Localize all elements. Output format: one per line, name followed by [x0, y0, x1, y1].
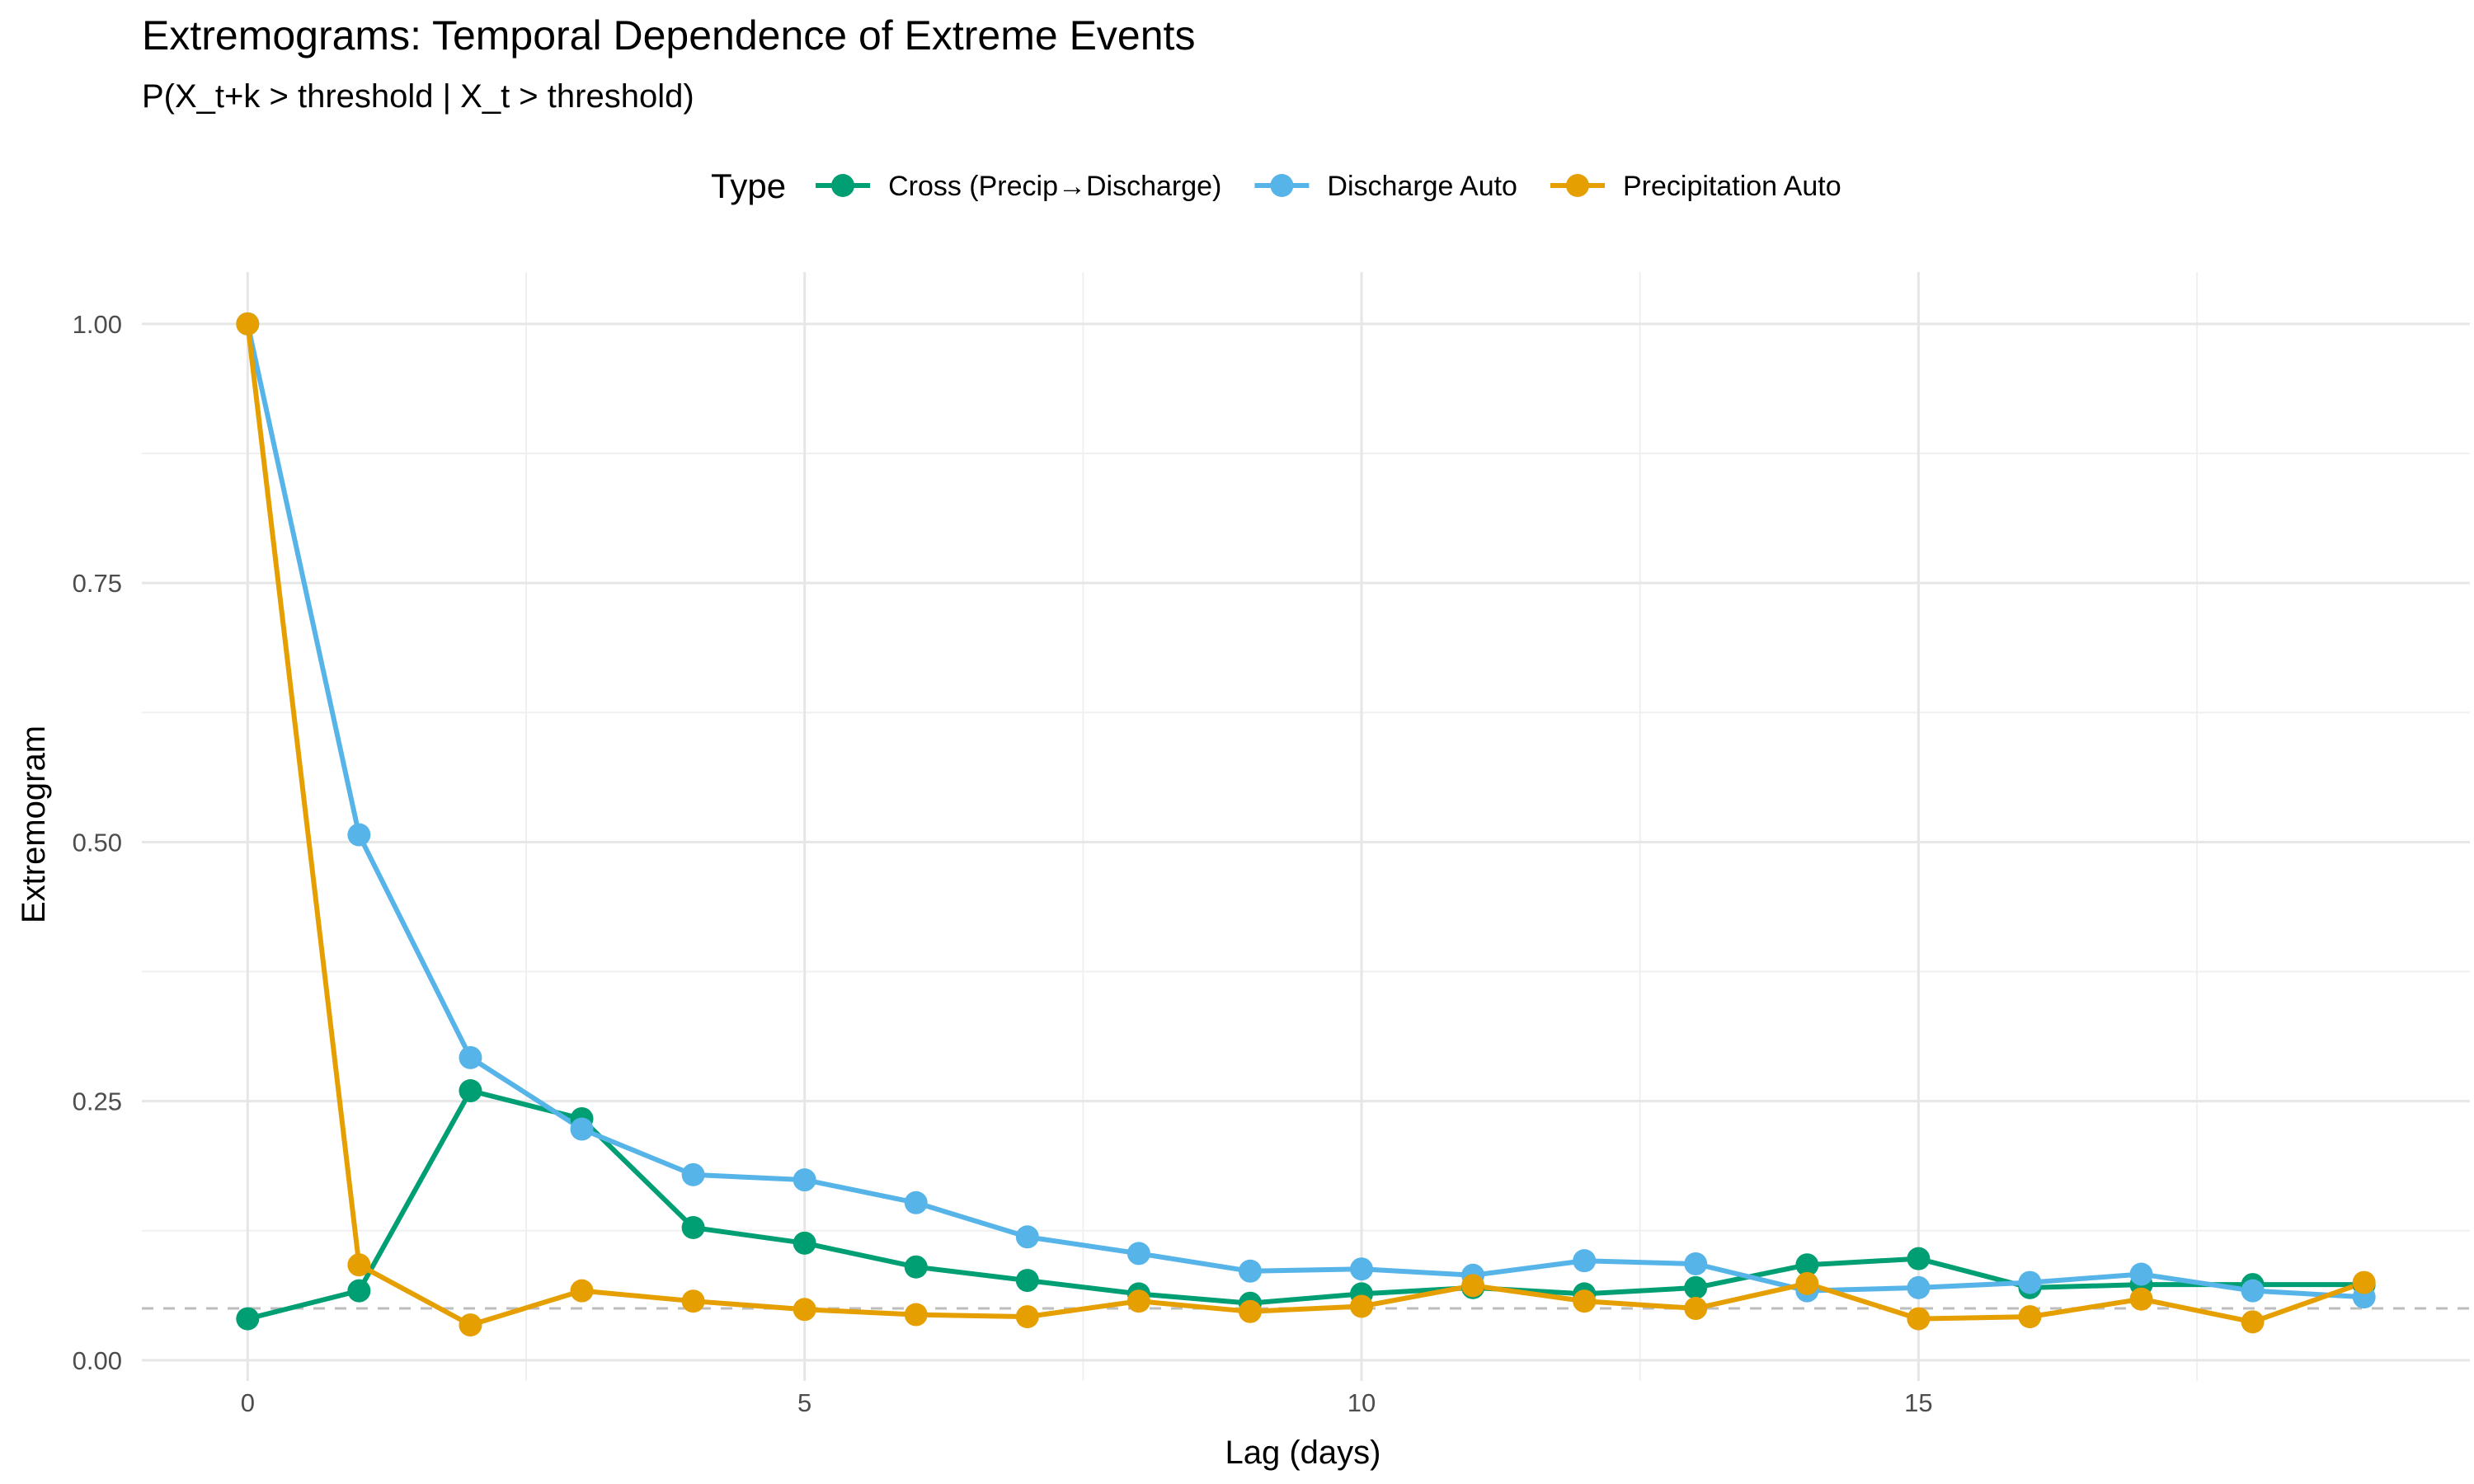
data-point-precipitation-auto	[2129, 1287, 2153, 1311]
grid-major	[142, 272, 2470, 1381]
data-point-discharge-auto	[1015, 1225, 1039, 1249]
data-point-precipitation-auto	[2018, 1305, 2042, 1329]
legend-title: Type	[711, 167, 786, 205]
data-point-precipitation-auto	[347, 1253, 371, 1277]
series-line-precipitation-auto	[245, 321, 2367, 1328]
data-point-precipitation-auto	[1795, 1271, 1819, 1295]
data-point-discharge-auto	[459, 1045, 482, 1069]
data-point-precipitation-auto	[236, 312, 260, 336]
data-point-precipitation-auto	[459, 1313, 482, 1337]
x-tick-label: 5	[797, 1388, 811, 1417]
data-point-cross-precip-discharge	[459, 1079, 482, 1103]
series-lines	[245, 321, 2367, 1328]
legend-key-discharge-auto	[1254, 174, 1310, 197]
data-point-precipitation-auto	[1684, 1297, 1708, 1321]
data-point-discharge-auto	[1126, 1242, 1150, 1266]
data-point-cross-precip-discharge	[1795, 1253, 1819, 1277]
data-point-discharge-auto	[904, 1190, 928, 1214]
y-tick-label: 0.50	[73, 828, 122, 857]
legend-key-marker	[1270, 174, 1294, 197]
y-tick-label: 0.25	[73, 1087, 122, 1116]
chart-title: Extremograms: Temporal Dependence of Ext…	[142, 12, 1195, 59]
y-axis-title: Extremogram	[16, 726, 52, 923]
y-tick-label: 1.00	[73, 310, 122, 339]
series-line-discharge-auto	[245, 321, 2367, 1300]
data-point-discharge-auto	[1907, 1275, 1931, 1299]
data-point-precipitation-auto	[1015, 1305, 1039, 1329]
data-point-precipitation-auto	[1238, 1299, 1262, 1323]
x-tick-label: 0	[241, 1388, 255, 1417]
data-point-precipitation-auto	[1350, 1294, 1374, 1318]
x-axis-title: Lag (days)	[1225, 1435, 1381, 1471]
chart-subtitle: P(X_t+k > threshold | X_t > threshold)	[142, 78, 694, 115]
data-point-precipitation-auto	[2241, 1310, 2265, 1334]
legend-label-cross-precip-discharge: Cross (Precip→Discharge)	[888, 171, 1221, 202]
data-point-cross-precip-discharge	[1684, 1275, 1708, 1299]
data-point-discharge-auto	[570, 1117, 594, 1141]
y-tick-label: 0.75	[73, 569, 122, 598]
data-point-cross-precip-discharge	[681, 1215, 705, 1239]
legend-key-marker	[831, 174, 855, 197]
legend-key-cross-precip-discharge	[816, 174, 871, 197]
data-point-precipitation-auto	[681, 1289, 705, 1313]
data-point-discharge-auto	[2018, 1270, 2042, 1294]
legend-key-marker	[1565, 174, 1589, 197]
x-axis-ticks: 0 5 10 15	[241, 1388, 1933, 1417]
data-point-precipitation-auto	[1126, 1289, 1150, 1313]
series-line-cross-precip-discharge	[245, 1088, 2367, 1322]
x-tick-label: 10	[1348, 1388, 1376, 1417]
legend: Type Cross (Precip→Discharge) Discharge A…	[711, 167, 1841, 205]
x-tick-label: 15	[1904, 1388, 1932, 1417]
data-point-cross-precip-discharge	[1015, 1269, 1039, 1293]
data-point-discharge-auto	[681, 1162, 705, 1186]
series-points	[236, 312, 2376, 1337]
legend-label-discharge-auto: Discharge Auto	[1327, 171, 1517, 202]
data-point-discharge-auto	[1573, 1249, 1597, 1273]
data-point-discharge-auto	[1684, 1252, 1708, 1275]
data-point-precipitation-auto	[793, 1298, 816, 1322]
data-point-precipitation-auto	[570, 1279, 594, 1303]
data-point-cross-precip-discharge	[904, 1255, 928, 1279]
legend-key-precipitation-auto	[1550, 174, 1605, 197]
data-point-discharge-auto	[1350, 1257, 1374, 1281]
data-point-cross-precip-discharge	[1907, 1247, 1931, 1270]
data-point-cross-precip-discharge	[347, 1279, 371, 1303]
data-point-cross-precip-discharge	[793, 1231, 816, 1255]
data-point-precipitation-auto	[1573, 1289, 1597, 1313]
data-point-discharge-auto	[2241, 1279, 2265, 1303]
y-tick-label: 0.00	[73, 1346, 122, 1375]
data-point-precipitation-auto	[1461, 1274, 1485, 1298]
grid-minor	[142, 272, 2470, 1381]
data-point-discharge-auto	[793, 1168, 816, 1192]
legend-label-precipitation-auto: Precipitation Auto	[1623, 171, 1841, 202]
data-point-cross-precip-discharge	[236, 1307, 260, 1331]
data-point-precipitation-auto	[2352, 1270, 2376, 1294]
data-point-discharge-auto	[347, 823, 371, 847]
data-point-discharge-auto	[2129, 1262, 2153, 1286]
data-point-precipitation-auto	[1907, 1307, 1931, 1331]
data-point-precipitation-auto	[904, 1303, 928, 1327]
y-axis-ticks: 0.00 0.25 0.50 0.75 1.00	[73, 310, 122, 1375]
data-point-discharge-auto	[1238, 1259, 1262, 1283]
